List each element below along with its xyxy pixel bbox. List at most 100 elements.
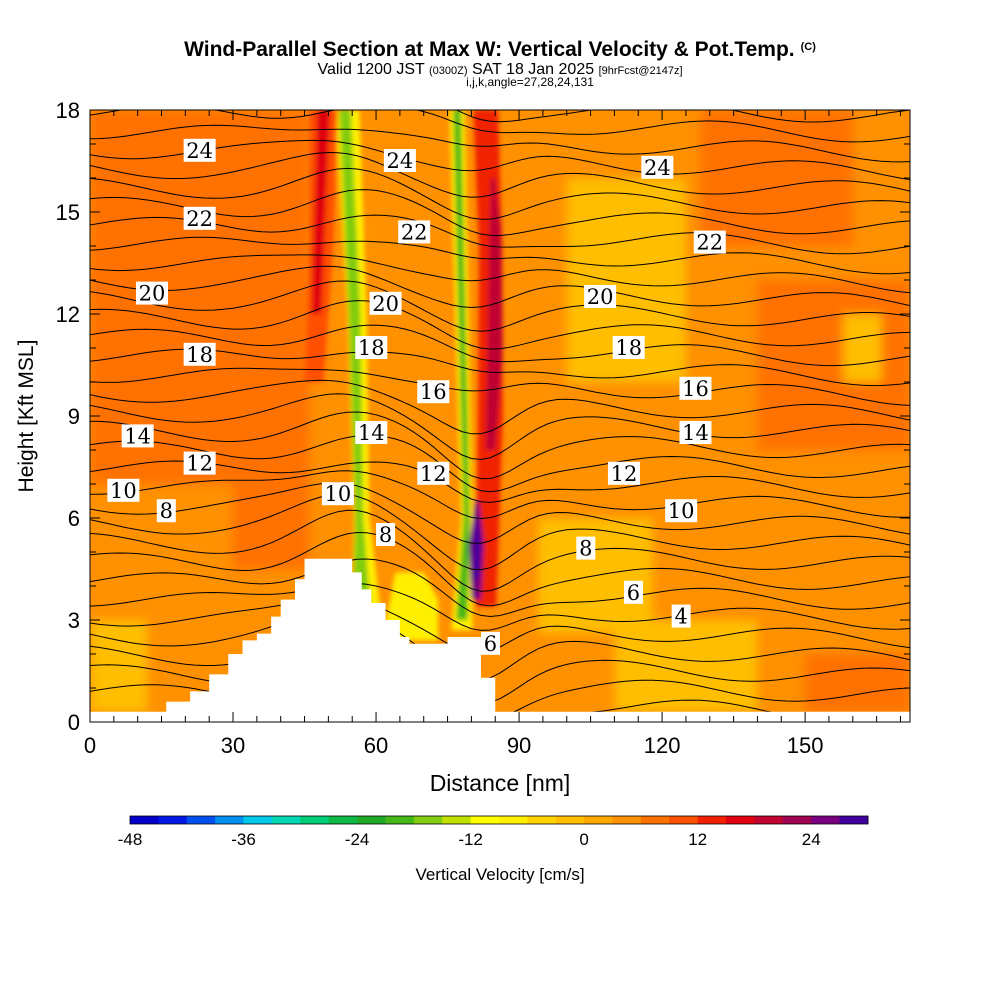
isentrope-line	[90, 367, 910, 406]
isentrope-label: 10	[665, 499, 698, 523]
isentrope-line	[90, 110, 910, 143]
isentrope-label-box	[183, 206, 216, 230]
isentrope-label-box	[693, 230, 726, 254]
y-tick-label: 9	[68, 404, 80, 429]
updraft-west-inner	[311, 110, 331, 314]
y-tick-label: 18	[56, 98, 80, 123]
isentrope-label: 18	[183, 342, 216, 367]
isentrope-label-box	[135, 281, 168, 305]
colorbar-tick-label: -12	[458, 830, 483, 849]
updraft-lee-core	[473, 518, 481, 580]
subtitle-valid: Valid 1200 JST	[317, 61, 425, 78]
isentrope-label-text: 10	[325, 482, 352, 506]
isentrope-label-box	[355, 336, 388, 359]
isentrope-label-box	[183, 451, 216, 475]
subtitle-date: SAT 18 Jan 2025	[471, 61, 595, 78]
isentrope-label: 22	[398, 220, 431, 244]
isentrope-label-text: 14	[358, 421, 385, 445]
isentrope-label-text: 16	[682, 377, 709, 401]
isentrope-line	[90, 189, 910, 237]
isentrope-label-text: 4	[674, 605, 687, 629]
isentrope-line	[90, 509, 910, 592]
isentrope-label-text: 16	[420, 380, 447, 404]
field-patch	[233, 110, 310, 569]
isentrope-label-text: 22	[401, 220, 428, 244]
isentrope-label-box	[679, 376, 712, 400]
field-patch	[757, 280, 910, 450]
isentrope-label-text: 12	[186, 452, 213, 476]
isentrope-label-text: 18	[615, 336, 642, 360]
downdraft-west-core	[339, 110, 371, 607]
isentrope-label: 12	[417, 461, 450, 486]
x-axis-label: Distance [nm]	[430, 770, 571, 796]
isentrope-label-box	[321, 482, 354, 506]
colorbar-swatch	[754, 816, 784, 824]
isentrope-label: 6	[480, 631, 500, 656]
isentrope-line	[90, 0, 910, 30]
y-tick-label: 12	[56, 302, 80, 327]
colorbar-swatch	[499, 816, 528, 824]
colorbar-swatch	[186, 816, 216, 824]
isentrope-label-text: 20	[587, 285, 614, 309]
chart-title-tag: (C)	[800, 41, 816, 53]
isentrope-line	[90, 124, 910, 163]
isentrope-line	[90, 57, 910, 108]
colorbar-swatch	[271, 816, 301, 824]
isentrope-label-box	[417, 461, 450, 485]
isentrope-labels: 24 24 24 22 22 22 20 20 20 18 18 18 16 16 14 14 14 12 12 12…	[107, 138, 726, 656]
x-tick-label: 30	[221, 733, 245, 758]
isentrope-label-text: 18	[186, 343, 213, 367]
isentrope-label-text: 18	[358, 336, 385, 360]
isentrope-line	[90, 582, 910, 631]
chart-grid-info: i,j,k,angle=27,28,24,131	[466, 75, 594, 89]
colorbar-swatch	[328, 816, 358, 824]
isentrope-label-box	[183, 138, 216, 162]
isentrope-label-box	[417, 380, 450, 404]
isentrope-label: 24	[183, 138, 216, 163]
isentrope-label-box	[671, 604, 691, 628]
colorbar-swatch	[300, 816, 330, 824]
isentrope-label-box	[584, 285, 617, 308]
isentrope-label-text: 24	[186, 139, 213, 163]
isentrope-line	[90, 470, 910, 520]
chart-subtitle: Valid 1200 JST (0300Z) SAT 18 Jan 2025 […	[0, 61, 1000, 79]
isentrope-label-box	[480, 631, 500, 655]
terrain-polygon	[90, 558, 910, 722]
isentrope-label-box	[376, 523, 396, 546]
isentrope-line	[90, 265, 910, 309]
isentrope-label: 18	[355, 336, 388, 360]
colorbar-swatch	[555, 816, 585, 824]
isentrope-line	[90, 39, 910, 86]
downdraft-east-core	[453, 110, 470, 620]
isentrope-line	[90, 460, 910, 503]
isentrope-label: 22	[693, 230, 726, 255]
colorbar-tick-label: 24	[802, 830, 821, 849]
x-tick-label: 0	[84, 733, 96, 758]
vertical-velocity-field	[90, 110, 910, 722]
isentrope-label-box	[612, 336, 645, 359]
x-tick-label: 90	[507, 733, 531, 758]
isentrope-label-box	[641, 155, 674, 179]
isentrope-line	[90, 214, 910, 255]
field-patch	[843, 314, 882, 382]
colorbar-swatch	[442, 816, 472, 824]
colorbar-swatch	[726, 816, 755, 824]
isentrope-label-text: 12	[420, 462, 447, 486]
isentrope-label-text: 20	[372, 292, 399, 316]
colorbar-swatch	[158, 816, 188, 824]
isentrope-line	[90, 607, 910, 681]
isentrope-line	[90, 26, 910, 66]
colorbar-swatch	[413, 816, 443, 824]
colorbar-swatch	[640, 816, 670, 824]
colorbar-swatch	[669, 816, 699, 824]
colorbar-swatch	[385, 816, 415, 824]
colorbar-swatch	[839, 816, 869, 824]
isentrope-label: 10	[321, 482, 354, 506]
field-patch	[90, 620, 148, 712]
isentrope-line	[90, 411, 910, 480]
x-tick-label: 60	[364, 733, 388, 758]
isentrope-label-box	[156, 499, 176, 523]
colorbar-swatch	[470, 816, 500, 824]
isentrope-label: 12	[183, 451, 216, 476]
isentrope-label: 16	[679, 376, 712, 401]
